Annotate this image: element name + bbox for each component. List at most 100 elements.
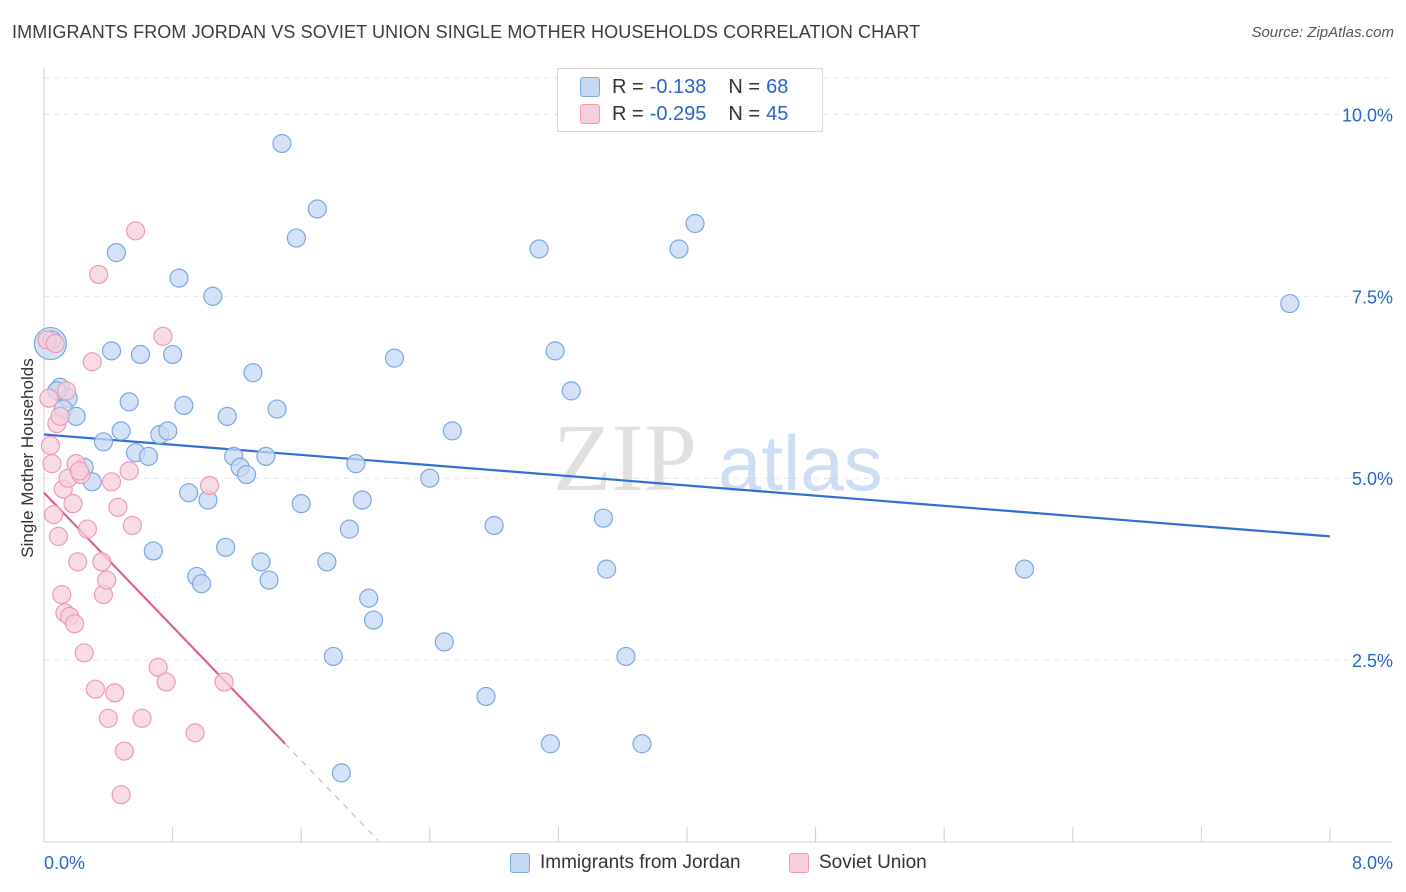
jordan-point: [66, 406, 86, 426]
soviet-point: [156, 672, 176, 692]
jordan-point: [384, 348, 405, 368]
legend-row-jordan: R = -0.138 N = 68: [580, 74, 788, 100]
jordan-point: [359, 588, 379, 608]
soviet-point: [92, 552, 112, 572]
soviet-point: [114, 741, 134, 761]
jordan-point: [203, 286, 223, 306]
soviet-trend-extension: [284, 743, 379, 841]
jordan-point: [236, 464, 257, 485]
jordan-point: [243, 363, 263, 383]
jordan-point: [169, 268, 189, 288]
jordan-point: [476, 686, 496, 707]
legend-label-jordan: Immigrants from Jordan: [540, 852, 741, 873]
legend-item-jordan[interactable]: Immigrants from Jordan: [510, 852, 741, 874]
soviet-point: [126, 221, 146, 241]
jordan-point: [256, 446, 276, 466]
soviet-point: [105, 683, 125, 703]
jordan-point: [130, 344, 151, 365]
jordan-point: [259, 570, 279, 590]
stats-legend: R = -0.138 N = 68 R = -0.295 N = 45: [557, 68, 823, 132]
r-label: R =: [612, 75, 644, 98]
jordan-point: [545, 341, 565, 361]
jordan-point: [346, 454, 366, 474]
jordan-legend-swatch: [510, 853, 530, 873]
jordan-point: [267, 399, 287, 419]
soviet-point: [77, 519, 98, 539]
axes: [43, 68, 1392, 843]
soviet-point: [45, 333, 65, 354]
jordan-point: [597, 559, 617, 579]
soviet-point: [119, 461, 139, 481]
soviet-point: [40, 435, 61, 456]
soviet-point: [185, 723, 205, 743]
jordan-point: [106, 243, 126, 263]
data-points: [33, 133, 1300, 805]
jordan-point: [561, 381, 581, 401]
soviet-point: [39, 388, 59, 408]
jordan-point: [685, 213, 705, 234]
jordan-point: [216, 537, 236, 557]
jordan-point: [111, 421, 131, 441]
soviet-point: [199, 475, 220, 496]
legend-label-soviet: Soviet Union: [819, 852, 927, 873]
soviet-point: [111, 785, 131, 805]
soviet-point: [153, 326, 173, 346]
soviet-point: [122, 515, 143, 536]
soviet-point: [98, 708, 118, 728]
soviet-point: [50, 406, 70, 426]
jordan-point: [307, 199, 327, 219]
watermark-atlas: atlas: [718, 419, 883, 507]
jordan-point: [119, 392, 139, 412]
chart-source: Source: ZipAtlas.com: [1251, 24, 1394, 41]
jordan-point: [101, 341, 122, 361]
y-tick-label: 10.0%: [1342, 105, 1393, 125]
soviet-point: [69, 461, 89, 481]
soviet-point: [63, 494, 83, 514]
jordan-point: [434, 632, 454, 652]
jordan-point: [191, 574, 212, 594]
jordan-point: [272, 133, 292, 154]
n-label: N =: [728, 102, 761, 125]
jordan-point: [251, 552, 271, 572]
soviet-point: [132, 708, 152, 728]
jordan-point: [669, 239, 689, 259]
jordan-point: [138, 446, 159, 466]
r-label: R =: [612, 102, 644, 125]
legend-row-soviet: R = -0.295 N = 45: [580, 101, 788, 127]
x-tick-label-min: 0.0%: [44, 853, 85, 873]
jordan-point: [331, 763, 351, 783]
r-value: -0.138: [649, 75, 707, 98]
jordan-point: [1014, 559, 1035, 579]
jordan-point: [632, 734, 652, 754]
soviet-point: [74, 643, 94, 663]
soviet-point: [85, 679, 106, 699]
jordan-swatch: [580, 77, 600, 97]
x-tick-label-max: 8.0%: [1352, 853, 1393, 873]
n-value: 68: [766, 75, 789, 98]
legend-item-soviet[interactable]: Soviet Union: [789, 852, 927, 874]
watermark-zip: ZIP: [553, 404, 697, 511]
jordan-point: [179, 483, 199, 503]
n-value: 45: [766, 102, 789, 125]
soviet-point: [64, 614, 85, 634]
jordan-point: [291, 494, 311, 514]
soviet-point: [82, 352, 102, 372]
jordan-point: [540, 734, 560, 754]
n-label: N =: [728, 75, 761, 98]
soviet-point: [42, 454, 62, 474]
soviet-point: [108, 497, 128, 517]
soviet-point: [101, 472, 122, 492]
jordan-point: [593, 508, 614, 528]
jordan-point: [484, 515, 504, 536]
soviet-legend-swatch: [789, 853, 809, 873]
jordan-point: [93, 432, 114, 452]
r-value: -0.295: [649, 102, 707, 125]
jordan-point: [143, 541, 163, 561]
soviet-point: [44, 504, 64, 525]
jordan-point: [442, 421, 462, 441]
soviet-swatch: [580, 104, 600, 124]
jordan-point: [163, 344, 183, 365]
soviet-point: [214, 672, 234, 692]
jordan-point: [352, 490, 372, 510]
jordan-point: [286, 228, 306, 248]
